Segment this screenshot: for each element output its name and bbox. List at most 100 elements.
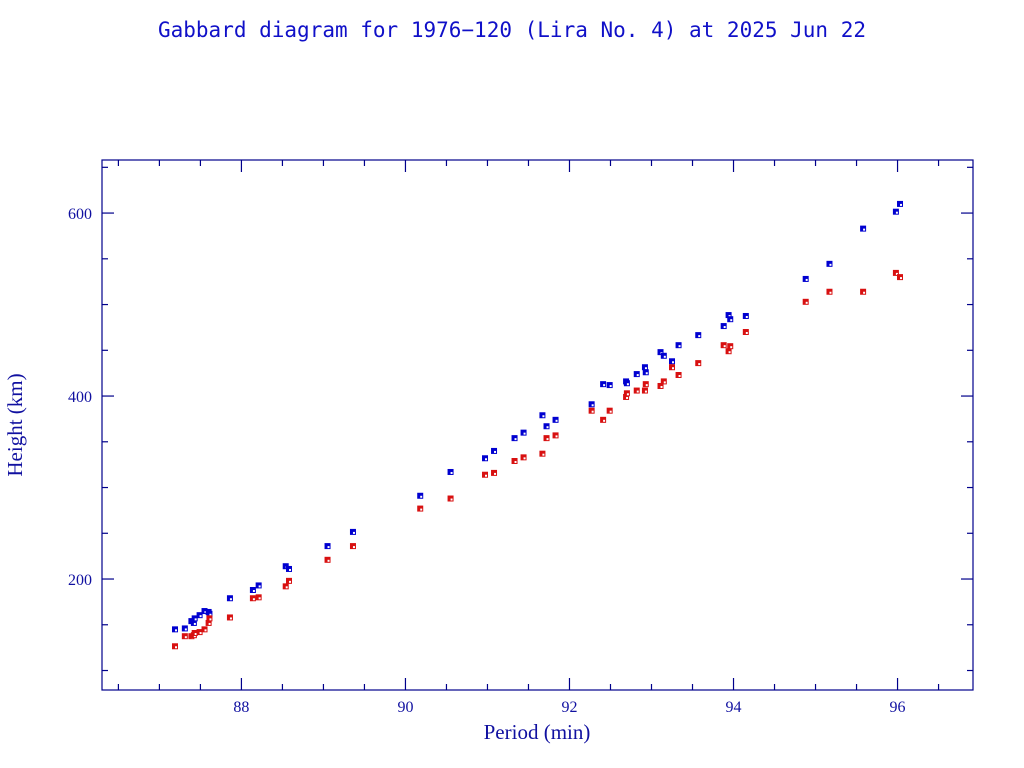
point-highlight [728, 351, 731, 354]
point-highlight [252, 590, 255, 593]
y-axis-label: Height (km) [3, 373, 27, 476]
point-highlight [193, 622, 196, 625]
point-highlight [745, 332, 748, 335]
point-highlight [229, 598, 232, 601]
point-highlight [678, 375, 681, 378]
plot-frame [101, 159, 974, 691]
x-tick-label: 94 [726, 699, 742, 716]
point-highlight [555, 419, 558, 422]
point-highlight [209, 618, 212, 621]
point-highlight [258, 585, 261, 588]
point-highlight [288, 580, 291, 583]
point-highlight [327, 546, 330, 549]
x-axis-label: Period (min) [484, 720, 591, 744]
point-highlight [863, 291, 866, 294]
point-highlight [609, 410, 612, 413]
x-tick-label: 92 [561, 699, 577, 716]
point-highlight [829, 263, 832, 266]
point-highlight [546, 426, 549, 429]
y-tick-label: 600 [68, 206, 92, 223]
point-highlight [895, 272, 898, 275]
point-highlight [208, 622, 211, 625]
point-highlight [174, 646, 177, 649]
point-highlight [730, 319, 733, 322]
axis-ticks [102, 160, 973, 690]
point-highlight [730, 346, 733, 349]
series-perigee [171, 269, 904, 650]
point-highlight [603, 384, 606, 387]
y-tick-label: 200 [68, 572, 92, 589]
point-highlight [209, 613, 212, 616]
point-highlight [745, 315, 748, 318]
point-highlight [285, 586, 288, 589]
point-highlight [805, 301, 808, 304]
point-highlight [352, 546, 355, 549]
point-highlight [194, 633, 197, 636]
point-highlight [805, 278, 808, 281]
point-highlight [199, 632, 202, 635]
point-highlight [591, 410, 594, 413]
point-highlight [636, 374, 639, 377]
point-highlight [609, 385, 612, 388]
point-highlight [603, 419, 606, 422]
point-highlight [485, 458, 488, 461]
y-tick-label: 400 [68, 389, 92, 406]
point-highlight [698, 335, 701, 338]
point-highlight [698, 363, 701, 366]
point-highlight [514, 461, 517, 464]
point-highlight [523, 457, 526, 460]
x-tick-label: 88 [233, 699, 249, 716]
point-highlight [204, 611, 207, 614]
point-highlight [644, 390, 647, 393]
point-highlight [194, 618, 197, 621]
point-highlight [723, 326, 726, 329]
point-highlight [546, 438, 549, 441]
chart-title: Gabbard diagram for 1976−120 (Lira No. 4… [158, 18, 866, 42]
point-highlight [672, 367, 675, 370]
point-highlight [663, 381, 666, 384]
point-highlight [252, 598, 255, 601]
point-highlight [723, 345, 726, 348]
point-highlight [591, 404, 594, 407]
point-highlight [514, 438, 517, 441]
point-highlight [900, 203, 903, 206]
point-highlight [288, 568, 291, 571]
point-highlight [542, 415, 545, 418]
point-highlight [900, 277, 903, 280]
point-highlight [523, 432, 526, 435]
point-highlight [672, 361, 675, 364]
point-highlight [450, 471, 453, 474]
point-highlight [327, 559, 330, 562]
series-apogee [171, 200, 904, 633]
axis-tick-labels: 88 90 92 94 96 200 400 600 [68, 206, 906, 716]
x-tick-label: 96 [890, 699, 906, 716]
point-highlight [204, 629, 207, 632]
point-highlight [199, 615, 202, 618]
point-highlight [174, 629, 177, 632]
point-highlight [258, 597, 261, 600]
point-highlight [895, 211, 898, 214]
point-highlight [450, 498, 453, 501]
point-highlight [420, 495, 423, 498]
point-highlight [645, 372, 648, 375]
point-highlight [494, 450, 497, 453]
point-highlight [352, 531, 355, 534]
point-highlight [555, 435, 558, 438]
point-highlight [494, 472, 497, 475]
point-highlight [863, 228, 866, 231]
point-highlight [663, 355, 666, 358]
point-highlight [184, 636, 187, 639]
x-tick-label: 90 [397, 699, 413, 716]
point-highlight [644, 367, 647, 370]
point-highlight [728, 315, 731, 318]
point-highlight [829, 291, 832, 294]
point-highlight [626, 396, 629, 399]
point-highlight [184, 628, 187, 631]
point-highlight [485, 474, 488, 477]
point-highlight [645, 384, 648, 387]
point-highlight [420, 508, 423, 511]
point-highlight [193, 635, 196, 638]
point-highlight [678, 345, 681, 348]
point-highlight [542, 453, 545, 456]
